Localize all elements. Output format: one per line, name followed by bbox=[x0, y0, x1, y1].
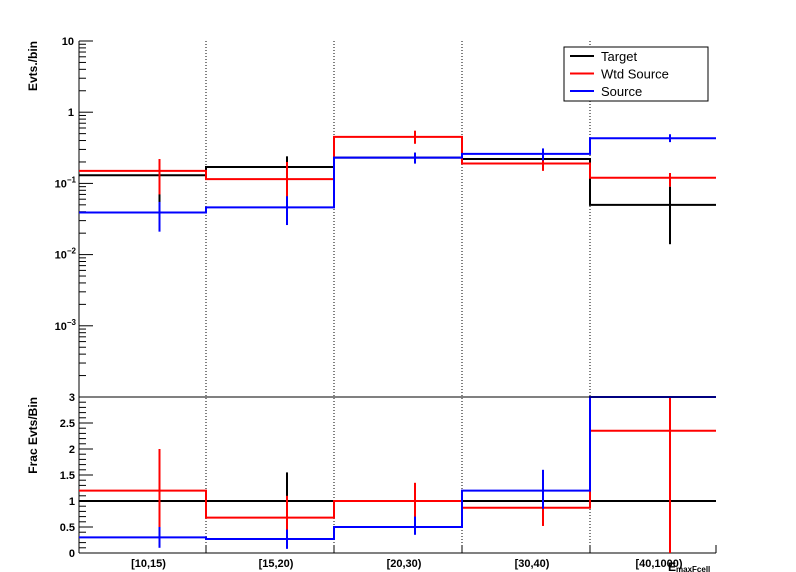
target-histogram bbox=[79, 156, 716, 206]
bottom-panel: 0 0.5 1 1.5 2 2.5 3 [10,15) [15,20) [20,30) [30,40… bbox=[26, 392, 717, 572]
y-tick-label: 10−1 bbox=[55, 175, 77, 190]
x-tick-label: [40,1000) bbox=[635, 558, 682, 570]
source-histogram bbox=[79, 137, 716, 214]
y-axis-label-bottom: Frac Evts/Bin bbox=[26, 397, 40, 474]
y-tick-label: 10−2 bbox=[55, 247, 77, 262]
legend-label: Target bbox=[601, 49, 638, 64]
wtd-source-ratio-histogram bbox=[79, 429, 716, 519]
x-tick-label: [30,40) bbox=[515, 558, 550, 570]
y-tick-label: 0.5 bbox=[60, 522, 75, 534]
y-tick-label: 0 bbox=[69, 548, 75, 560]
y-tick-label: 1.5 bbox=[60, 470, 75, 482]
y-axis-label-top: Evts./bin bbox=[26, 41, 40, 91]
legend-label: Wtd Source bbox=[601, 67, 669, 82]
y-tick-label: 2 bbox=[69, 444, 75, 456]
top-panel: 10 1 10−1 10−2 10−3 Evts./bin Target Wtd Source… bbox=[26, 36, 716, 553]
x-axis-label: EmaxFcell bbox=[668, 560, 710, 572]
y-tick-label: 3 bbox=[69, 392, 75, 404]
x-tick-label: [10,15) bbox=[131, 558, 166, 570]
y-tick-label: 10 bbox=[62, 36, 74, 48]
y-tick-label: 2.5 bbox=[60, 418, 75, 430]
y-tick-label: 1 bbox=[69, 496, 75, 508]
x-tick-label: [20,30) bbox=[387, 558, 422, 570]
y-tick-label: 10−3 bbox=[55, 318, 77, 333]
wtd-source-histogram bbox=[79, 135, 716, 181]
legend-label: Source bbox=[601, 84, 642, 99]
y-tick-label: 1 bbox=[68, 107, 74, 119]
x-tick-label: [15,20) bbox=[259, 558, 294, 570]
source-ratio-histogram bbox=[79, 396, 716, 540]
